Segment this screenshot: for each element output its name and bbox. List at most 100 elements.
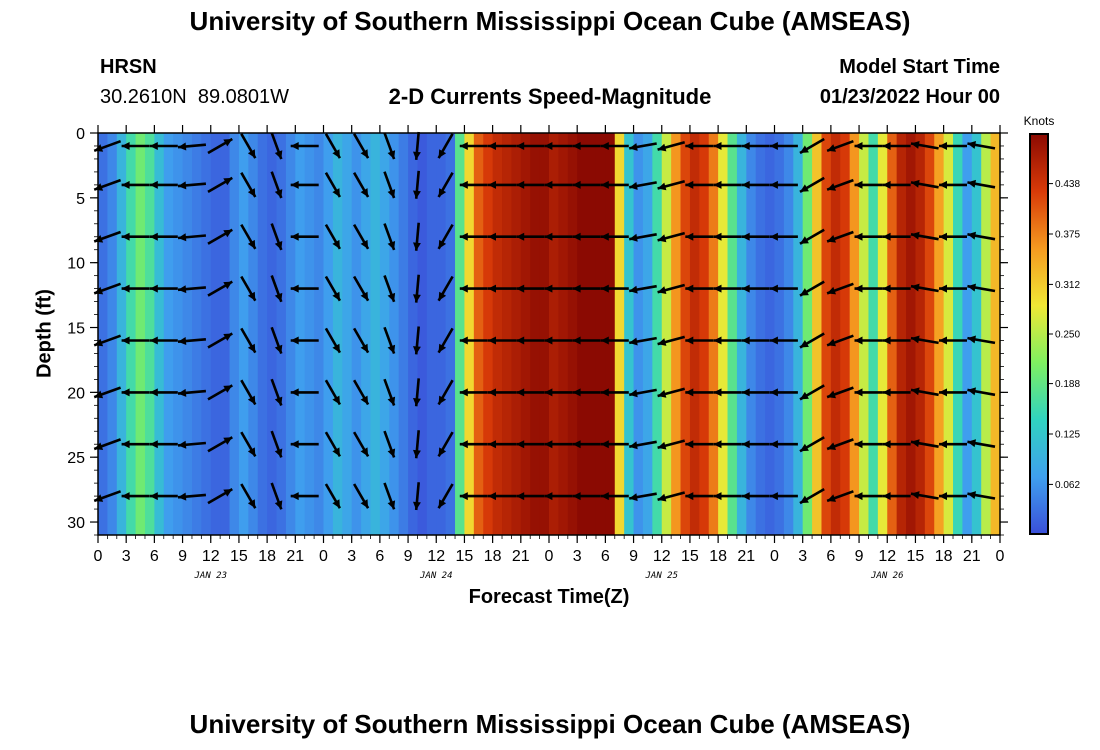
x-tick-label: 21 xyxy=(963,548,981,565)
current-arrow xyxy=(516,180,545,189)
arrow-head xyxy=(600,232,609,241)
arrow-head xyxy=(438,291,447,301)
arrow-head xyxy=(572,232,581,241)
heatmap-column xyxy=(379,133,390,535)
arrow-head xyxy=(290,142,299,150)
current-arrow xyxy=(207,228,233,245)
heatmap-column xyxy=(173,133,184,535)
arrow-head xyxy=(967,283,976,292)
current-arrow xyxy=(240,133,257,159)
heatmap-column xyxy=(755,133,766,535)
current-arrow xyxy=(741,232,770,241)
current-arrow xyxy=(939,284,967,293)
current-arrow xyxy=(270,326,283,355)
current-arrow xyxy=(240,327,257,354)
arrow-head xyxy=(882,284,891,293)
current-arrow xyxy=(910,387,939,397)
heatmap-column xyxy=(708,133,719,535)
arrow-head xyxy=(600,336,609,345)
current-arrow xyxy=(383,275,396,303)
arrow-head xyxy=(223,385,233,393)
current-arrow xyxy=(383,326,396,355)
heatmap-column xyxy=(98,133,108,535)
arrow-head xyxy=(247,395,256,405)
current-arrow xyxy=(149,388,178,397)
arrow-head xyxy=(223,489,233,497)
current-arrow xyxy=(488,336,516,345)
arrow-head xyxy=(882,440,891,449)
arrow-head xyxy=(438,149,447,159)
current-arrow xyxy=(352,379,370,406)
arrow-head xyxy=(713,492,722,501)
current-arrow xyxy=(240,223,257,250)
current-arrow xyxy=(572,440,601,449)
arrow-head xyxy=(149,440,158,449)
current-arrow xyxy=(741,336,770,345)
arrow-head xyxy=(600,440,609,449)
colorbar-tick-label: 0.062 xyxy=(1055,480,1080,491)
x-tick-label: 9 xyxy=(404,548,413,565)
arrow-head xyxy=(741,142,750,150)
heatmap-column xyxy=(398,133,409,535)
current-arrow xyxy=(437,483,454,509)
arrow-head xyxy=(223,139,233,147)
heatmap-column xyxy=(671,133,682,535)
arrow-head xyxy=(247,149,256,159)
current-arrow xyxy=(741,284,770,293)
current-arrow xyxy=(769,336,798,345)
x-tick-label: 21 xyxy=(286,548,304,565)
current-arrow xyxy=(882,284,911,293)
arrow-head xyxy=(360,395,369,405)
arrow-head xyxy=(827,183,836,191)
arrow-head xyxy=(488,180,496,189)
arrow-head xyxy=(413,151,421,160)
current-arrow xyxy=(544,388,573,397)
current-arrow xyxy=(826,139,854,153)
arrow-head xyxy=(769,142,778,150)
arrow-head xyxy=(149,232,158,241)
day-label: JAN 25 xyxy=(644,571,678,581)
arrow-head xyxy=(800,391,809,400)
arrow-head xyxy=(413,242,421,251)
arrow-head xyxy=(438,447,447,457)
current-arrow xyxy=(910,491,939,500)
current-arrow xyxy=(240,483,257,509)
arrow-head xyxy=(332,499,340,509)
model-start-label: Model Start Time xyxy=(839,56,1000,78)
current-arrow xyxy=(459,336,488,345)
current-arrow xyxy=(177,285,207,294)
arrow-head xyxy=(516,232,525,241)
current-arrow xyxy=(459,284,488,293)
colorbar-tick-label: 0.250 xyxy=(1055,330,1080,341)
arrow-head xyxy=(600,284,609,293)
arrow-head xyxy=(544,142,553,150)
arrow-head xyxy=(274,344,283,354)
current-arrow xyxy=(628,440,657,450)
current-arrow xyxy=(290,440,319,449)
arrow-head xyxy=(882,232,891,241)
arrow-head xyxy=(657,182,667,191)
day-label: JAN 23 xyxy=(193,571,227,581)
current-arrow xyxy=(826,178,854,191)
arrow-head xyxy=(629,143,638,151)
arrow-head xyxy=(827,144,836,152)
y-tick-label: 5 xyxy=(76,191,85,208)
arrow-head xyxy=(882,388,891,397)
current-arrow xyxy=(544,142,573,150)
arrow-head xyxy=(657,390,667,398)
arrow-head xyxy=(274,150,283,160)
current-arrow xyxy=(939,232,967,241)
x-tick-label: 18 xyxy=(935,548,953,565)
arrow-head xyxy=(967,491,976,499)
arrow-head xyxy=(223,333,233,341)
arrow-head xyxy=(911,335,920,344)
arrow-head xyxy=(290,232,299,241)
heatmap-column xyxy=(727,133,738,535)
current-arrow xyxy=(799,137,825,155)
current-arrow xyxy=(939,440,967,449)
heatmap-column xyxy=(793,133,804,535)
arrow-head xyxy=(459,388,468,397)
current-arrow xyxy=(207,137,233,155)
arrow-head xyxy=(178,440,187,449)
current-arrow xyxy=(910,141,939,150)
